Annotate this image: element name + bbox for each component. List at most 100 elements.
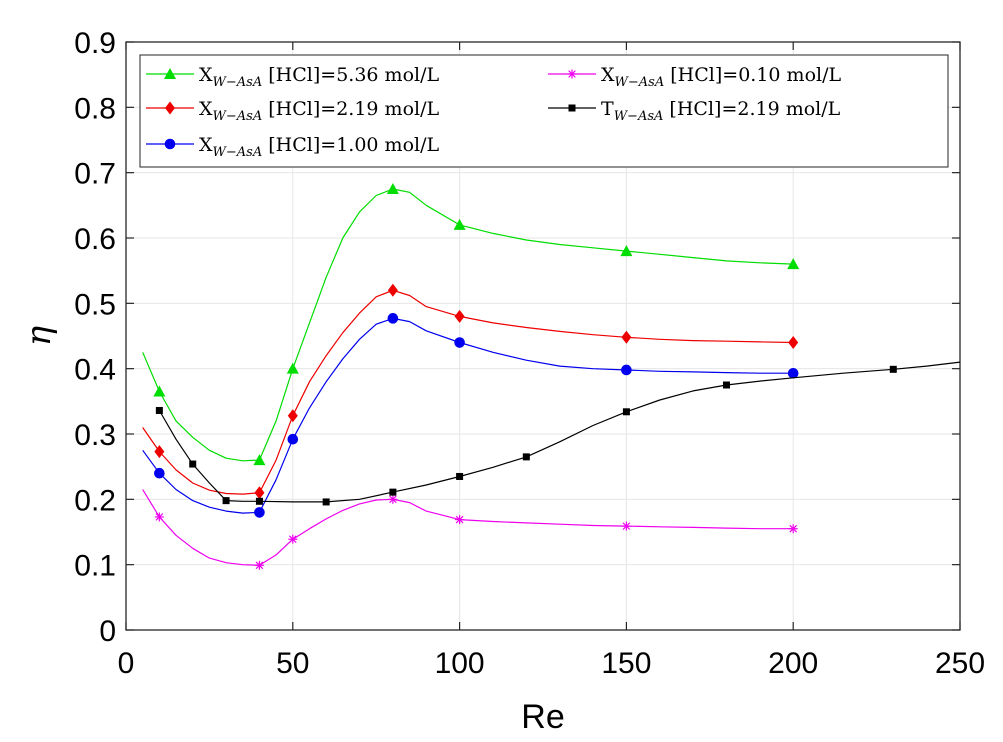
legend-marker [164, 138, 176, 150]
x-axis: 0 50 100 150 200 250 [118, 42, 985, 680]
x-tick-label: 100 [435, 647, 485, 680]
data-point [255, 497, 263, 505]
legend-label-subscript: W−AsA [213, 75, 263, 90]
data-point [620, 245, 633, 257]
data-point [389, 488, 397, 496]
data-point [254, 507, 265, 518]
x-axis-title: Re [521, 698, 564, 736]
data-point [621, 330, 632, 344]
legend-label-subscript: W−AsA [213, 145, 263, 160]
y-tick-label: 0 [99, 615, 116, 648]
data-point [387, 313, 399, 324]
series-4 [142, 489, 798, 570]
data-point [522, 453, 530, 461]
legend-marker [568, 104, 576, 112]
legend-label-main: X [199, 64, 213, 86]
series-2 [142, 283, 799, 500]
x-tick-label: 150 [601, 647, 651, 680]
data-point [621, 521, 631, 531]
plot-area [125, 41, 961, 631]
legend-label-rest: [HCl]=1.00 mol/L [262, 134, 439, 156]
data-point [288, 534, 298, 544]
legend-label-subscript: W−AsA [213, 109, 263, 124]
data-point [387, 283, 398, 297]
data-point [454, 309, 465, 323]
x-tick-label: 250 [935, 647, 985, 680]
legend-label-main: X [199, 134, 213, 156]
data-point [286, 362, 299, 374]
legend-label: XW−AsA [HCl]=5.36 mol/L [199, 64, 439, 90]
legend-label-rest: [HCl]=5.36 mol/L [262, 64, 439, 86]
series-line [142, 317, 794, 514]
legend-item: TW−AsA [HCl]=2.19 mol/L [548, 98, 841, 124]
x-tick-label: 0 [118, 647, 135, 680]
legend-marker [165, 101, 175, 115]
data-point [189, 460, 197, 468]
data-point [254, 486, 265, 500]
data-point [253, 454, 266, 466]
y-tick-label: 0.2 [74, 484, 116, 517]
legend-label-subscript: W−AsA [615, 75, 665, 90]
data-point [154, 445, 165, 459]
y-tick-label: 0.6 [74, 223, 116, 256]
y-tick-label: 0.3 [74, 419, 116, 452]
data-point [388, 494, 398, 504]
legend-label: XW−AsA [HCl]=2.19 mol/L [199, 98, 439, 124]
data-point [787, 258, 800, 270]
series-line [142, 188, 794, 462]
x-tick-label: 50 [276, 647, 309, 680]
series-line [142, 289, 794, 495]
legend: XW−AsA [HCl]=5.36 mol/LXW−AsA [HCl]=2.19… [139, 54, 949, 168]
y-tick-label: 0.1 [74, 550, 116, 583]
data-point [155, 406, 163, 414]
data-point [454, 337, 465, 348]
data-point [787, 367, 799, 379]
legend-label-rest: [HCl]=2.19 mol/L [663, 98, 840, 120]
data-point [386, 183, 399, 194]
data-point [287, 433, 299, 445]
legend-label-main: X [199, 98, 213, 120]
legend-item: XW−AsA [HCl]=0.10 mol/L [548, 64, 841, 90]
data-point [889, 365, 897, 373]
y-tick-label: 0.4 [74, 354, 116, 387]
data-point [621, 364, 632, 376]
data-point [622, 408, 630, 416]
y-tick-label: 0.7 [74, 158, 116, 191]
y-tick-label: 0.5 [74, 288, 116, 321]
legend-label-subscript: W−AsA [614, 109, 664, 124]
data-point [456, 472, 464, 480]
y-axis: 0 0.1 0.2 0.3 0.4 0.5 0.6 0.7 0.8 0.9 [74, 27, 960, 648]
legend-box [139, 54, 949, 168]
legend-label: XW−AsA [HCl]=1.00 mol/L [199, 134, 439, 160]
series-line [158, 361, 961, 503]
legend-item: XW−AsA [HCl]=2.19 mol/L [146, 98, 439, 124]
x-tick-label: 200 [768, 647, 818, 680]
legend-marker [164, 68, 176, 79]
y-axis-title: η [19, 325, 59, 346]
legend-item: XW−AsA [HCl]=1.00 mol/L [146, 134, 439, 160]
legend-marker [567, 69, 577, 79]
series-1 [142, 183, 800, 466]
data-point [154, 512, 164, 522]
series-5 [155, 361, 961, 506]
legend-item: XW−AsA [HCl]=5.36 mol/L [146, 64, 439, 90]
y-tick-label: 0.8 [74, 92, 116, 125]
series-line [142, 489, 794, 566]
data-point [453, 218, 466, 230]
series-3 [142, 313, 799, 518]
data-point [788, 524, 798, 534]
data-point [153, 385, 166, 397]
data-point [222, 497, 230, 505]
data-point [322, 498, 330, 506]
legend-label-main: T [601, 98, 614, 120]
data-point [287, 409, 298, 423]
legend-label-main: X [601, 64, 615, 86]
data-point [254, 560, 264, 570]
legend-label: TW−AsA [HCl]=2.19 mol/L [601, 98, 841, 124]
legend-label-rest: [HCl]=0.10 mol/L [664, 64, 841, 86]
series-layer [142, 183, 961, 570]
data-point [154, 467, 165, 479]
data-point [722, 381, 730, 389]
legend-label: XW−AsA [HCl]=0.10 mol/L [601, 64, 841, 90]
